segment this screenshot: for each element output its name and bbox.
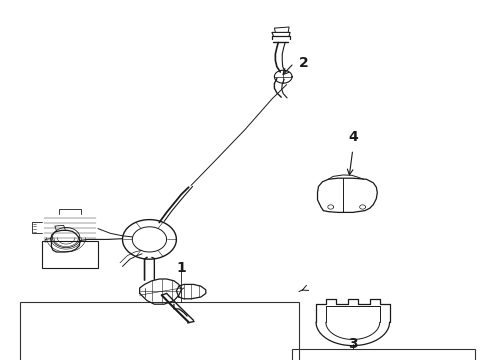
Text: 4: 4 bbox=[348, 130, 358, 144]
Text: 2: 2 bbox=[299, 56, 309, 70]
Bar bbox=[42, 241, 98, 268]
Bar bbox=[292, 349, 475, 360]
Bar bbox=[20, 302, 299, 360]
Text: 3: 3 bbox=[348, 337, 358, 351]
Text: 1: 1 bbox=[176, 261, 186, 275]
